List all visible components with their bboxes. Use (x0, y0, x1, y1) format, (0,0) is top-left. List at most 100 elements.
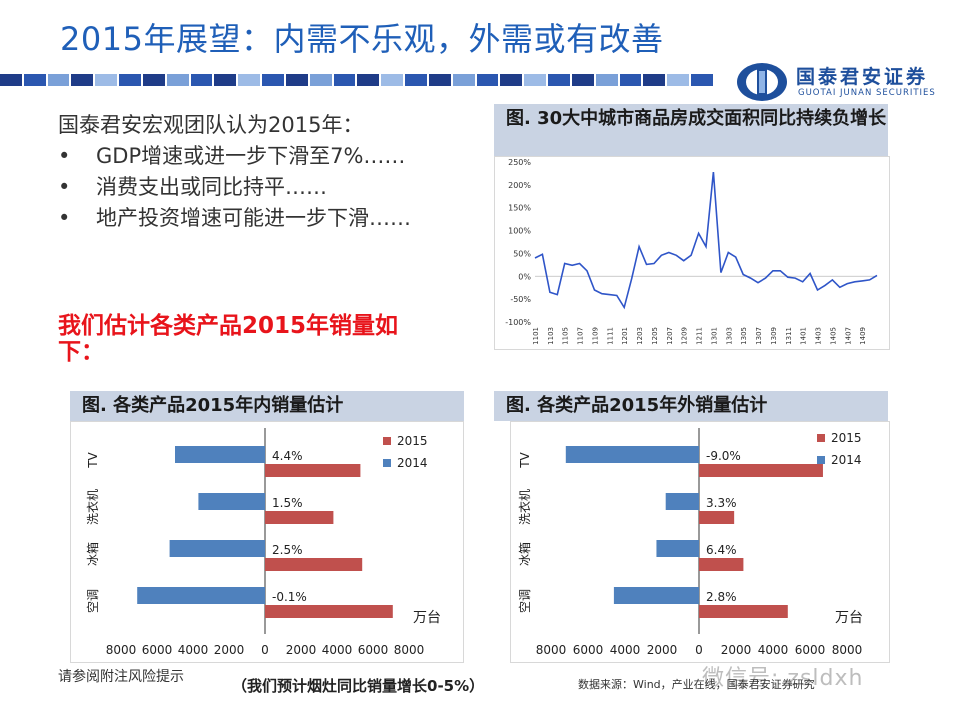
stripe-segment (476, 74, 499, 86)
export-chart-panel: 8000 6000 4000 2000 0 2000 4000 6000 8000 -9.0% TV… (510, 421, 890, 663)
x-tick-label: 1109 (591, 327, 599, 345)
bar-2014 (665, 493, 699, 510)
domestic-chart-caption: 图. 各类产品2015年内销量估计 (70, 391, 464, 421)
domestic-bar-chart: 8000 6000 4000 2000 0 2000 4000 6000 8000 4.4% TV 1… (85, 428, 441, 657)
x-tick-label: 8000 (832, 643, 863, 657)
bar-2015 (265, 605, 393, 618)
logo-english: GUOTAI JUNAN SECURITIES (798, 88, 936, 98)
bullet-item: • 地产投资增速可能进一步下滑…… (58, 205, 438, 231)
x-tick-label: 8000 (536, 643, 567, 657)
x-tick-label: 1201 (621, 327, 629, 345)
stripe-segment (142, 74, 165, 86)
logo-name: 国泰君安证券 (796, 66, 929, 88)
growth-label: 2.8% (706, 590, 737, 604)
y-tick-label: -100% (505, 318, 531, 327)
category-label: 冰箱 (517, 542, 532, 566)
bar-2015 (699, 511, 735, 524)
line-chart-panel: 250% 200% 150% 100% 50% 0% -50% -100% 1101 1103 11… (494, 156, 890, 350)
category-label: 洗衣机 (85, 489, 100, 525)
stripe-segment (643, 74, 666, 86)
stripe-segment (452, 74, 475, 86)
x-tick-label: 2000 (647, 643, 678, 657)
y-tick-label: -50% (510, 295, 531, 304)
x-tick-label: 1405 (829, 327, 837, 345)
x-tick-label: 1103 (547, 327, 555, 345)
line-chart: 250% 200% 150% 100% 50% 0% -50% -100%1101 1103 11… (505, 158, 878, 345)
x-tick-label: 1107 (577, 327, 585, 345)
range-hood-note: （我们预计烟灶同比销量增长0-5%） (232, 677, 485, 695)
x-tick-label: 6000 (795, 643, 826, 657)
y-tick-label: 200% (508, 181, 531, 190)
growth-label: 4.4% (272, 449, 303, 463)
x-tick-label: 1105 (562, 327, 570, 345)
x-tick-label: 4000 (178, 643, 209, 657)
stripe-segment (119, 74, 141, 86)
legend-swatch-2015 (383, 437, 391, 445)
bullet-text: 地产投资增速可能进一步下滑…… (96, 206, 411, 230)
legend-swatch-2014 (383, 459, 391, 467)
y-tick-label: 250% (508, 158, 531, 167)
stripe-segment (47, 74, 70, 86)
bar-2014 (175, 446, 265, 463)
stripe-segment (667, 74, 690, 86)
bar-2015 (265, 464, 361, 477)
legend-label-2015: 2015 (831, 431, 862, 445)
growth-label: 2.5% (272, 543, 303, 557)
x-tick-label: 0 (261, 643, 269, 657)
bullet-dot: • (58, 144, 71, 168)
bar-2014 (656, 540, 699, 557)
bullet-dot: • (58, 175, 71, 199)
stripe-segment (95, 74, 118, 86)
category-label: TV (86, 451, 100, 468)
x-tick-label: 1311 (785, 327, 793, 345)
x-tick-label: 6000 (142, 643, 173, 657)
growth-label: -9.0% (706, 449, 741, 463)
growth-label: -0.1% (272, 590, 307, 604)
header-stripe (0, 74, 715, 86)
export-chart-caption: 图. 各类产品2015年外销量估计 (494, 391, 888, 421)
stripe-segment (333, 74, 356, 86)
x-tick-label: 1309 (770, 327, 778, 345)
category-label: 冰箱 (85, 542, 100, 566)
growth-label: 6.4% (706, 543, 737, 557)
bar-2015 (699, 464, 823, 477)
legend-label-2014: 2014 (397, 456, 428, 470)
logo-icon (737, 63, 787, 101)
stripe-segment (571, 74, 594, 86)
x-tick-label: 0 (695, 643, 703, 657)
bar-2014 (198, 493, 265, 510)
y-tick-label: 100% (508, 227, 531, 236)
highlight-text: 我们估计各类产品2015年销量如下： (58, 313, 399, 365)
x-tick-label: 1211 (696, 327, 704, 345)
stripe-segment (214, 74, 237, 86)
data-source: 数据来源：Wind，产业在线，国泰君安证券研究 (578, 678, 815, 691)
bullet-item: • 消费支出或同比持平…… (58, 174, 438, 200)
x-tick-label: 1205 (651, 327, 659, 345)
x-tick-label: 1207 (666, 327, 674, 345)
y-tick-label: 50% (513, 249, 531, 258)
stripe-segment (595, 74, 618, 86)
stripe-segment (619, 74, 642, 86)
bullet-list: • GDP增速或进一步下滑至7%…… • 消费支出或同比持平…… • 地产投资增速可能… (58, 143, 438, 236)
x-tick-label: 6000 (573, 643, 604, 657)
x-tick-label: 1307 (755, 327, 763, 345)
category-label: TV (518, 451, 532, 468)
bullet-item: • GDP增速或进一步下滑至7%…… (58, 143, 438, 169)
bar-2015 (699, 558, 744, 571)
legend-swatch-2015 (817, 434, 825, 442)
stripe-segment (190, 74, 213, 86)
x-tick-label: 1111 (606, 327, 614, 345)
x-tick-label: 1301 (710, 327, 718, 345)
bullet-dot: • (58, 206, 71, 230)
x-tick-label: 1303 (725, 327, 733, 345)
stripe-segment (500, 74, 523, 86)
stripe-segment (23, 74, 46, 86)
x-tick-label: 1305 (740, 327, 748, 345)
stripe-segment (71, 74, 94, 86)
legend-swatch-2014 (817, 456, 825, 464)
x-tick-label: 2000 (286, 643, 317, 657)
x-tick-label: 1409 (859, 327, 867, 345)
category-label: 洗衣机 (517, 489, 532, 525)
x-tick-label: 2000 (721, 643, 752, 657)
growth-label: 3.3% (706, 496, 737, 510)
